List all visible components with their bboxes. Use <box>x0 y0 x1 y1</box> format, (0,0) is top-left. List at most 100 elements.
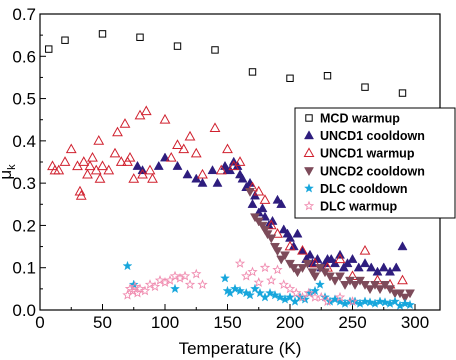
x-tick-label: 150 <box>213 313 241 332</box>
data-point <box>153 160 164 170</box>
data-point <box>365 285 375 295</box>
data-point <box>334 253 346 264</box>
data-point <box>276 198 287 208</box>
x-axis-ticks: 0 50 100 150 200 250 300 <box>35 304 429 332</box>
data-point <box>315 279 325 289</box>
data-point <box>400 293 410 303</box>
data-point <box>272 247 283 257</box>
data-point <box>182 169 193 179</box>
data-point <box>197 177 208 187</box>
data-point <box>322 296 333 306</box>
data-point <box>87 151 98 162</box>
y-axis-ticks: 0.0 0.1 0.2 0.3 0.4 0.5 0.6 0.7 <box>12 5 46 320</box>
data-point <box>285 292 295 302</box>
data-point <box>310 272 320 282</box>
data-point <box>391 262 402 272</box>
data-point <box>93 135 105 145</box>
data-point <box>190 147 202 158</box>
data-point <box>94 173 106 183</box>
data-point <box>97 160 108 171</box>
data-point <box>400 298 410 308</box>
data-point <box>284 240 296 251</box>
legend-label: MCD warmup <box>320 112 400 126</box>
data-point <box>278 224 289 234</box>
legend-marker <box>304 183 314 193</box>
data-point <box>286 74 294 82</box>
legend-box <box>294 107 456 219</box>
data-point <box>397 274 408 285</box>
x-axis-label: Temperature (K) <box>179 339 302 358</box>
data-point <box>84 160 96 171</box>
data-point <box>303 287 314 298</box>
data-point <box>347 296 358 306</box>
y-tick-label: 0.7 <box>12 5 36 24</box>
data-point <box>82 168 93 179</box>
data-point <box>245 290 255 300</box>
data-point <box>266 274 277 285</box>
series-5 <box>122 258 358 306</box>
y-axis-label-main: μ <box>0 170 15 180</box>
data-point <box>127 285 138 296</box>
data-point <box>320 292 330 302</box>
data-point <box>172 139 183 149</box>
data-point <box>330 276 340 286</box>
data-point <box>302 259 313 269</box>
data-point <box>191 268 202 279</box>
data-point <box>128 173 140 183</box>
data-point <box>98 30 107 38</box>
data-point <box>360 296 370 306</box>
data-point <box>380 297 390 307</box>
data-point <box>340 281 350 290</box>
data-point <box>265 287 275 298</box>
data-point <box>245 187 255 197</box>
data-point <box>360 258 370 268</box>
data-point <box>172 160 183 170</box>
data-point <box>184 130 196 141</box>
data-point <box>378 262 389 272</box>
data-point <box>405 299 415 310</box>
data-point <box>335 296 345 306</box>
data-point <box>248 68 257 76</box>
data-point <box>250 283 260 294</box>
data-point <box>253 185 265 196</box>
x-tick-label: 300 <box>401 313 429 332</box>
data-point <box>253 277 264 287</box>
data-point <box>149 281 161 292</box>
data-point <box>255 287 265 298</box>
x-tick-label: 0 <box>35 313 44 332</box>
data-point <box>136 33 144 41</box>
data-point <box>241 270 252 281</box>
data-point <box>297 291 308 302</box>
legend: MCD warmup UNCD1 cooldown UNCD1 warmup UNCD… <box>294 107 456 219</box>
data-point <box>115 156 127 166</box>
data-point <box>129 281 141 292</box>
data-point <box>266 234 277 244</box>
series-0 <box>45 30 407 97</box>
data-point <box>366 262 377 272</box>
data-point <box>272 194 283 204</box>
data-point <box>259 194 271 204</box>
data-point <box>47 160 58 171</box>
data-point <box>280 251 290 261</box>
data-point <box>134 283 146 294</box>
data-point <box>323 72 332 80</box>
data-point <box>278 279 289 290</box>
data-point <box>234 258 246 268</box>
data-point <box>128 279 139 289</box>
data-point <box>159 113 171 124</box>
data-point <box>300 294 310 304</box>
data-point <box>59 156 71 166</box>
x-tick-label: 250 <box>338 313 366 332</box>
legend-label: UNCD2 cooldown <box>320 164 425 178</box>
data-point <box>147 173 158 183</box>
data-point <box>207 165 218 175</box>
legend-marker <box>304 167 314 177</box>
legend-marker <box>304 130 314 140</box>
y-tick-label: 0.0 <box>12 301 36 320</box>
legend-marker <box>303 147 315 158</box>
data-point <box>361 83 369 91</box>
data-point <box>259 262 271 273</box>
series-3 <box>245 187 415 303</box>
data-point <box>405 289 415 299</box>
